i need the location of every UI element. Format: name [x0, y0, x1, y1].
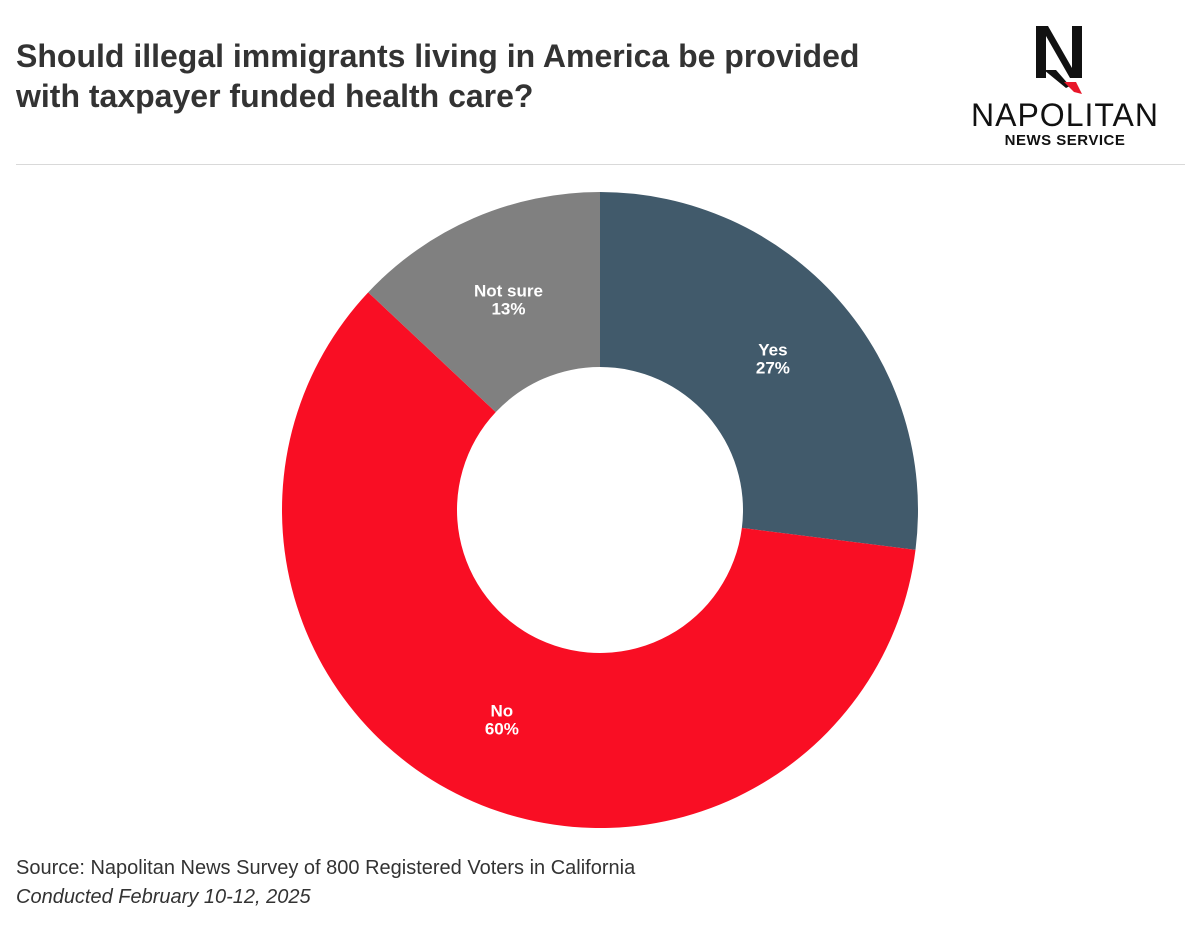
chart-title-line-1: Should illegal immigrants living in Amer… [16, 38, 860, 74]
slice-value-yes: 27% [756, 359, 790, 378]
slice-yes [600, 192, 919, 550]
napolitan-logo: NAPOLITAN NEWS SERVICE [962, 22, 1168, 152]
conducted-date: Conducted February 10-12, 2025 [16, 886, 311, 908]
header-divider [16, 164, 1185, 165]
source-note: Source: Napolitan News Survey of 800 Reg… [16, 857, 636, 879]
slice-label-yes: Yes [758, 341, 787, 360]
slice-value-not-sure: 13% [491, 299, 525, 318]
donut-chart: Yes 27% No 60% Not sure 13% [0, 170, 1200, 850]
chart-title-line-2: with taxpayer funded health care? [16, 78, 534, 114]
chart-title: Should illegal immigrants living in Amer… [16, 36, 936, 116]
slice-label-not-sure: Not sure [474, 281, 543, 300]
napolitan-n-eagle-icon [1036, 26, 1082, 94]
logo-name: NAPOLITAN [971, 97, 1159, 133]
slice-label-no: No [491, 702, 514, 721]
slice-no [281, 292, 916, 828]
slice-value-no: 60% [485, 720, 519, 739]
slice-not-sure [368, 192, 600, 413]
logo-subtitle: NEWS SERVICE [1004, 132, 1126, 149]
